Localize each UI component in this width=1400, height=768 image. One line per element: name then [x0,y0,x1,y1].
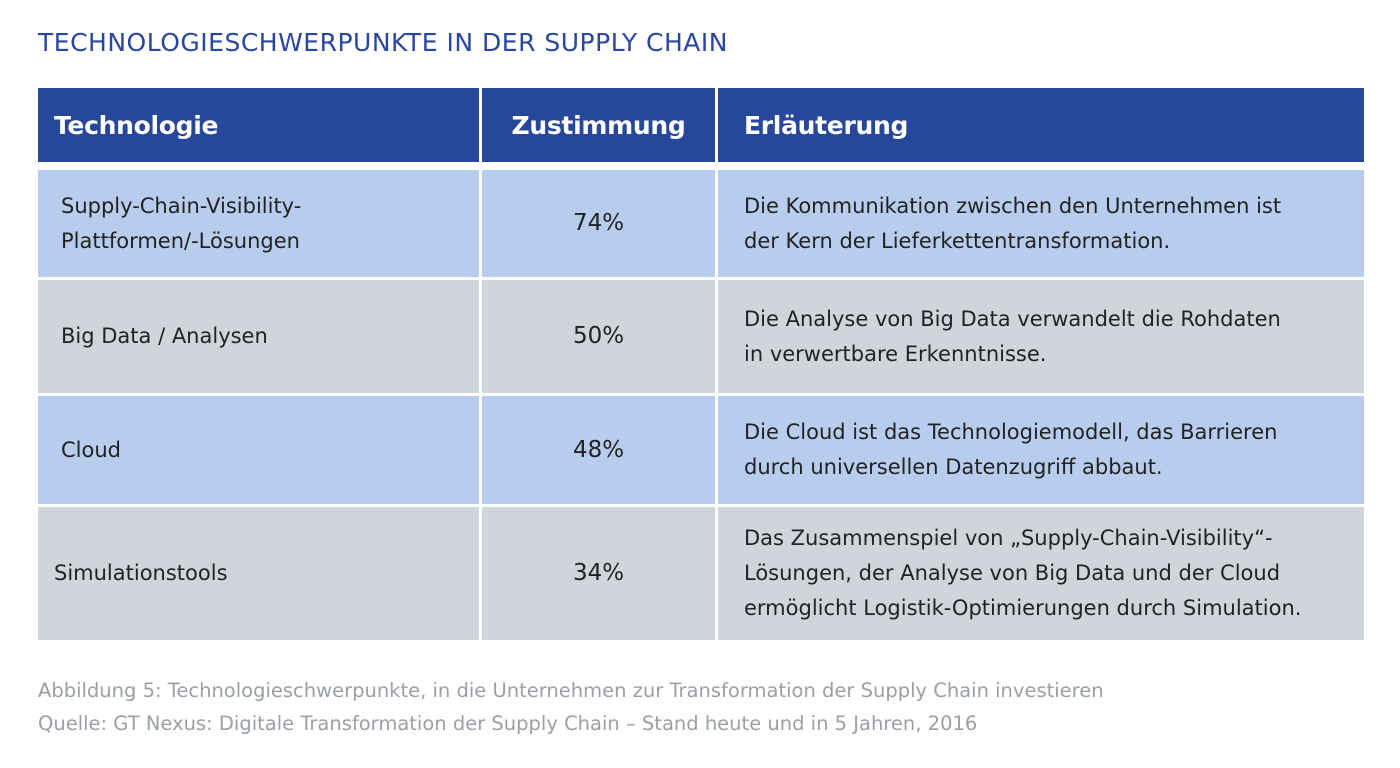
technology-name: Cloud [38,396,479,504]
table-header-row: Technologie Zustimmung Erläuterung [38,88,1364,162]
explanation-text: Das Zusammenspiel von „Supply-Chain-Visi… [718,507,1364,640]
header-technologie: Technologie [38,88,479,162]
approval-value: 48% [482,396,715,504]
table-row: Big Data / Analysen 50% Die Analyse von … [38,280,1364,393]
table-row: Simulationstools 34% Das Zusammenspiel v… [38,507,1364,640]
technology-name: Big Data / Analysen [38,280,479,393]
figure-caption: Abbildung 5: Technologieschwerpunkte, in… [38,679,1104,702]
source-caption: Quelle: GT Nexus: Digitale Transformatio… [38,712,978,735]
technology-name: Supply-Chain-Visibility- Plattformen/-Lö… [38,170,479,277]
technology-name: Simulationstools [38,507,479,640]
header-zustimmung: Zustimmung [482,88,715,162]
explanation-text: Die Cloud ist das Technologiemodell, das… [718,396,1364,504]
table-row: Supply-Chain-Visibility- Plattformen/-Lö… [38,170,1364,277]
explanation-text: Die Kommunikation zwischen den Unternehm… [718,170,1364,277]
header-erlaeuterung: Erläuterung [718,88,1364,162]
table-row: Cloud 48% Die Cloud ist das Technologiem… [38,396,1364,504]
page-title: TECHNOLOGIESCHWERPUNKTE IN DER SUPPLY CH… [38,28,728,57]
approval-value: 34% [482,507,715,640]
explanation-text: Die Analyse von Big Data verwandelt die … [718,280,1364,393]
approval-value: 50% [482,280,715,393]
approval-value: 74% [482,170,715,277]
